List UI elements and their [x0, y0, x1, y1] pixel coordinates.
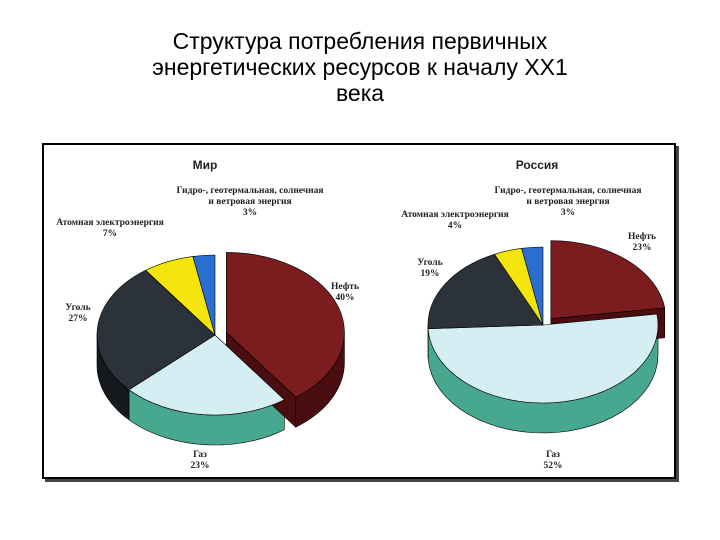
slice-label: Нефть 40%: [315, 282, 375, 304]
slice-label: Гидро-, геотермальная, солнечная и ветро…: [493, 186, 643, 219]
slice-label: Гидро-, геотермальная, солнечная и ветро…: [175, 186, 325, 219]
category-label: Газ: [193, 450, 207, 460]
pie-slice: [192, 254, 216, 336]
pie-title: Россия: [515, 158, 559, 172]
value-label: 3%: [560, 208, 576, 218]
slice-label: Уголь 19%: [400, 258, 460, 280]
title: Структура потребления первичных энергети…: [152, 28, 568, 106]
pie-slice: [226, 252, 345, 398]
value-label: 7%: [102, 229, 118, 239]
value-label: 3%: [242, 208, 258, 218]
value-label: 23%: [632, 243, 652, 253]
category-label: Атомная электроэнергия: [56, 218, 164, 228]
pie-slice: [521, 246, 544, 326]
pie-title: Мир: [192, 158, 218, 172]
pie-slice: [128, 334, 285, 416]
slice-label: Атомная электроэнергия 7%: [55, 218, 165, 240]
value-label: 40%: [335, 293, 355, 303]
category-label: Уголь: [417, 258, 443, 268]
value-label: 52%: [543, 461, 563, 471]
pie-slice: [550, 240, 666, 319]
slice-label: Газ 23%: [170, 450, 230, 472]
pie-slice: [427, 313, 659, 404]
chart-frame: [42, 143, 676, 479]
category-label: Нефть: [331, 282, 359, 292]
pie-slice: [96, 269, 216, 391]
value-label: 19%: [420, 269, 440, 279]
category-label: Гидро-, геотермальная, солнечная и ветро…: [176, 186, 324, 207]
slice-label: Нефть 23%: [612, 232, 672, 254]
value-label: 4%: [447, 221, 463, 231]
category-label: Гидро-, геотермальная, солнечная и ветро…: [494, 186, 642, 207]
category-label: Газ: [546, 450, 560, 460]
pie-slice: [427, 253, 544, 329]
category-label: Нефть: [628, 232, 656, 242]
category-label: Уголь: [65, 303, 91, 313]
slice-label: Газ 52%: [523, 450, 583, 472]
slice-label: Уголь 27%: [48, 303, 108, 325]
value-label: 23%: [190, 461, 210, 471]
slice-label: Атомная электроэнергия 4%: [395, 210, 515, 232]
value-label: 27%: [68, 314, 88, 324]
category-label: Атомная электроэнергия: [401, 210, 509, 220]
